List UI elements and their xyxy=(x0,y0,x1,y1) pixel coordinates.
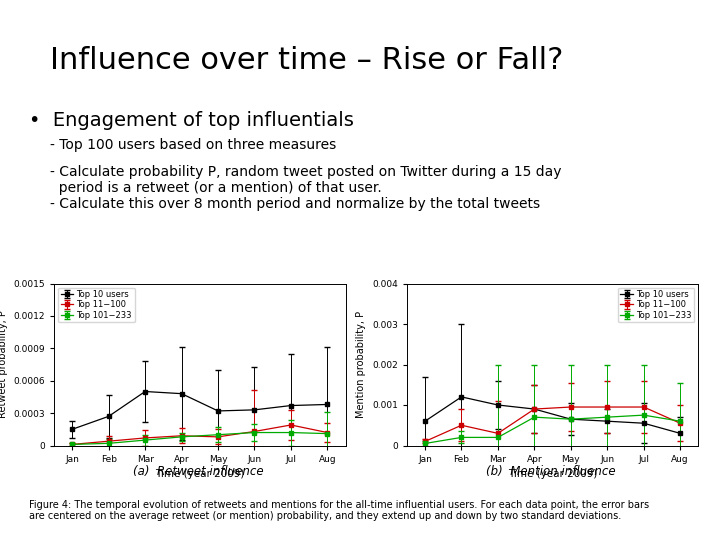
Text: Influence over time – Rise or Fall?: Influence over time – Rise or Fall? xyxy=(50,46,564,75)
Text: - Calculate probability P, random tweet posted on Twitter during a 15 day
  peri: - Calculate probability P, random tweet … xyxy=(50,165,562,195)
X-axis label: Time (year 2009): Time (year 2009) xyxy=(508,469,598,479)
Text: - Calculate this over 8 month period and normalize by the total tweets: - Calculate this over 8 month period and… xyxy=(50,197,541,211)
Y-axis label: Retweet probability, P: Retweet probability, P xyxy=(0,310,8,419)
Text: (b)  Mention influence: (b) Mention influence xyxy=(486,465,616,478)
Text: •  Engagement of top influentials: • Engagement of top influentials xyxy=(29,111,354,130)
Text: (a)  Retweet influence: (a) Retweet influence xyxy=(132,465,264,478)
Legend: Top 10 users, Top 11−100, Top 101−233: Top 10 users, Top 11−100, Top 101−233 xyxy=(58,288,135,322)
Legend: Top 10 users, Top 11−100, Top 101−233: Top 10 users, Top 11−100, Top 101−233 xyxy=(618,288,694,322)
Y-axis label: Mention probability, P: Mention probability, P xyxy=(356,311,366,418)
Text: Figure 4: The temporal evolution of retweets and mentions for the all-time influ: Figure 4: The temporal evolution of retw… xyxy=(29,500,649,521)
Text: - Top 100 users based on three measures: - Top 100 users based on three measures xyxy=(50,138,337,152)
X-axis label: Time (year 2009): Time (year 2009) xyxy=(155,469,245,479)
